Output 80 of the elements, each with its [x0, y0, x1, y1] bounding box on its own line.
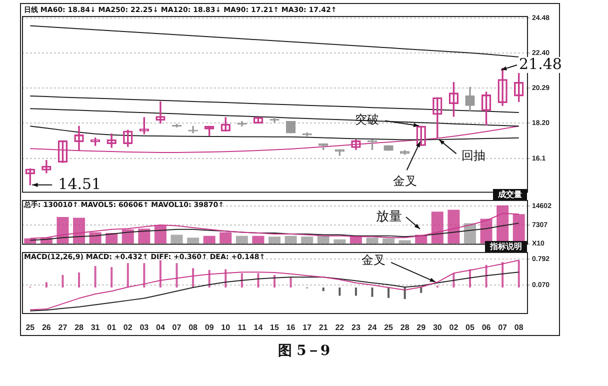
x-tick-label: 09	[204, 323, 214, 332]
bar	[203, 236, 216, 244]
bar	[94, 266, 96, 288]
x-tick-label: 27	[58, 323, 68, 332]
x-tick-label: 31	[90, 323, 100, 332]
bar	[502, 262, 504, 288]
bar	[78, 272, 80, 288]
bar	[366, 238, 378, 244]
bar	[388, 288, 390, 298]
x-tick-label: 30	[432, 323, 442, 332]
bar	[354, 288, 357, 296]
annotation: 21.48	[519, 54, 562, 73]
bar	[398, 240, 411, 244]
bar	[371, 288, 374, 297]
bar	[420, 288, 422, 293]
x-tick-label: 10	[221, 323, 231, 332]
bar	[62, 274, 64, 288]
bar	[192, 268, 194, 288]
x-tick-label: 23	[352, 323, 361, 332]
annotation: 放量	[376, 209, 402, 224]
bar	[338, 288, 341, 296]
bar	[176, 263, 178, 288]
x-tick-label: 06	[482, 323, 492, 332]
annotation: 金叉	[393, 174, 418, 188]
bar	[268, 236, 280, 244]
x-tick-label: 26	[42, 323, 52, 332]
x-tick-label: 03	[140, 323, 150, 332]
bar	[382, 238, 395, 244]
x-tick-label: 01	[107, 323, 117, 332]
bar	[322, 288, 324, 292]
x-tick-label: 11	[238, 323, 247, 332]
bar	[257, 273, 260, 288]
x-tick-label: 24	[368, 323, 378, 332]
x-tick-label: 05	[466, 323, 475, 332]
annotation: 14.51	[58, 174, 102, 193]
annotation: 金叉	[361, 252, 386, 267]
x-tick-label: 28	[400, 323, 410, 332]
x-tick-label: 21	[318, 323, 328, 332]
x-tick-label: 02	[449, 323, 459, 332]
annotation: 回抽	[461, 148, 486, 162]
bar	[404, 288, 406, 300]
bar	[240, 273, 243, 288]
bar	[485, 264, 488, 288]
x-tick-label: 07	[498, 323, 508, 332]
annotation: 成交量	[497, 189, 522, 200]
bar	[110, 267, 113, 288]
bar	[143, 263, 146, 288]
x-tick-label: 15	[270, 323, 280, 332]
x-tick-label: 25	[26, 323, 36, 332]
bar	[468, 269, 471, 288]
bar	[290, 277, 292, 288]
bar	[106, 232, 118, 244]
bar	[284, 236, 297, 244]
bar	[236, 236, 248, 244]
x-tick-label: 22	[335, 323, 345, 332]
caption: 图 5－9	[276, 342, 332, 360]
bar	[252, 236, 264, 244]
x-tick-label: 25	[384, 323, 394, 332]
x-tick-label: 07	[172, 323, 182, 332]
bar	[301, 236, 314, 244]
bar	[317, 236, 330, 244]
x-tick-label: 16	[286, 323, 296, 332]
candlestick	[400, 150, 410, 155]
x-tick-label: 08	[514, 323, 524, 332]
bar	[45, 282, 48, 288]
bar	[170, 234, 183, 244]
candlestick	[334, 149, 344, 156]
x-tick-label: 08	[188, 323, 198, 332]
x-tick-label: 28	[74, 323, 84, 332]
candlestick	[188, 126, 198, 134]
annotation: 指标说明	[489, 242, 522, 252]
bar	[274, 274, 276, 288]
bar	[224, 269, 227, 288]
bar	[187, 238, 200, 244]
x-tick-label: 29	[416, 323, 426, 332]
x-tick-label: 02	[123, 323, 133, 332]
x-tick-label: 04	[156, 323, 166, 332]
x-tick-label: 17	[302, 323, 312, 332]
bar	[334, 239, 346, 244]
x-tick-label: 14	[254, 323, 264, 332]
